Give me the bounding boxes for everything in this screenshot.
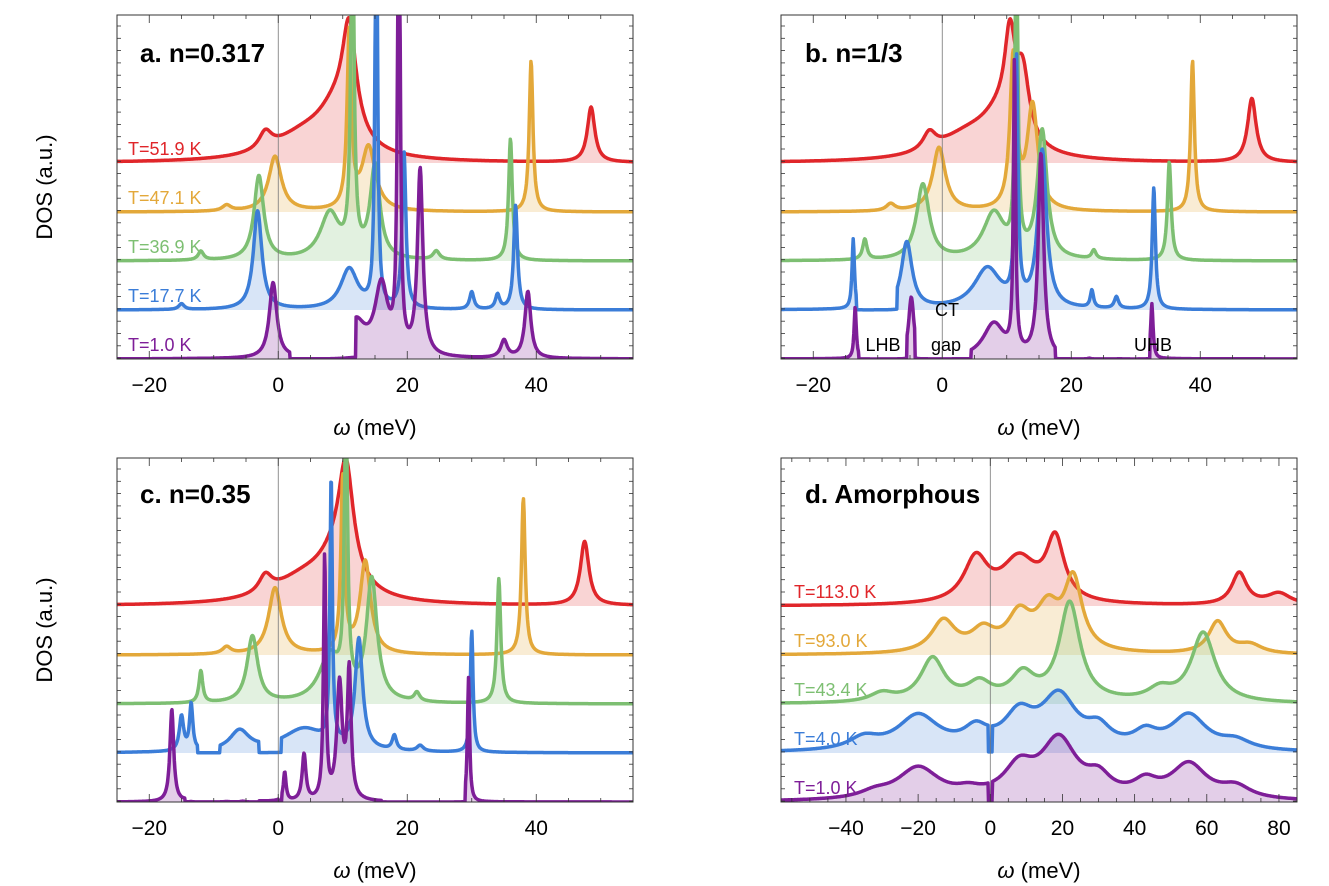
x-axis-label: ω (meV) [997, 858, 1080, 883]
plot-area [781, 15, 1297, 359]
x-tick-label: 40 [1189, 374, 1212, 397]
series-line-0 [781, 17, 1297, 164]
series-label: T=36.9 K [128, 237, 202, 257]
series-line-2 [117, 458, 633, 706]
series-fill-2 [117, 458, 633, 704]
series-line-4 [117, 15, 633, 359]
panel-c: −20 0 20 40 ω (meV) DOS (a.u.) c. n=0.35 [32, 457, 634, 883]
annotation: CT [935, 300, 959, 320]
x-tick-label: 40 [1123, 817, 1146, 840]
x-tick-label: −20 [795, 374, 831, 397]
series-line-0 [117, 458, 633, 607]
x-tick-label: 80 [1267, 817, 1290, 840]
x-tick-label: −20 [131, 374, 167, 397]
x-tick-label: −40 [828, 817, 864, 840]
x-tick-label: −20 [900, 817, 936, 840]
series-line-1 [117, 471, 633, 657]
x-tick-label: 20 [396, 374, 419, 397]
annotation: gap [931, 335, 961, 355]
series-fill-4 [781, 734, 1297, 802]
panel-title: b. n=1/3 [805, 38, 903, 68]
series-label: T=4.0 K [794, 729, 858, 749]
series-label: T=93.0 K [794, 631, 868, 651]
series-line-1 [781, 570, 1297, 657]
plot-area [781, 530, 1297, 802]
plot-area [117, 15, 633, 359]
x-tick-label: 0 [936, 374, 948, 397]
series-line-3 [781, 688, 1297, 754]
y-axis-label: DOS (a.u.) [32, 134, 57, 239]
panel-a: −20 0 20 40 ω (meV) DOS (a.u.) a. n=0.317 T=51.… [32, 14, 634, 440]
x-tick-label: 0 [984, 817, 996, 840]
series-line-2 [781, 599, 1297, 705]
series-fill-0 [781, 532, 1297, 606]
x-tick-label: 40 [525, 374, 548, 397]
panel-b: −20 0 20 40 ω (meV) b. n=1/3 CT gap LHB UHB [780, 14, 1298, 440]
series-line-3 [117, 480, 633, 755]
annotation: UHB [1134, 335, 1172, 355]
series-line-0 [781, 530, 1297, 608]
series-label: T=113.0 K [794, 582, 876, 602]
y-axis-label: DOS (a.u.) [32, 577, 57, 682]
series-line-3 [117, 15, 633, 312]
series-fill-1 [781, 571, 1297, 655]
series-fill-0 [117, 458, 633, 606]
x-tick-label: 20 [396, 817, 419, 840]
x-axis-label: ω (meV) [333, 415, 416, 440]
x-tick-label: 0 [272, 374, 284, 397]
panel-d: −40 −20 0 20 40 60 80 ω (meV) d. Amorphous T=113.… [780, 457, 1298, 883]
x-axis-label: ω (meV) [333, 858, 416, 883]
series-label: T=17.7 K [128, 286, 202, 306]
x-tick-label: 40 [525, 817, 548, 840]
panel-title: d. Amorphous [805, 479, 980, 509]
panel-title: a. n=0.317 [140, 38, 265, 68]
plot-frame [780, 457, 1298, 803]
x-tick-label: 60 [1195, 817, 1218, 840]
x-tick-label: −20 [131, 817, 167, 840]
series-label: T=51.9 K [128, 139, 202, 159]
series-label: T=43.4 K [794, 680, 868, 700]
series-label: T=1.0 K [794, 778, 858, 798]
series-label: T=47.1 K [128, 188, 202, 208]
x-tick-label: 20 [1051, 817, 1074, 840]
x-tick-label: 20 [1060, 374, 1083, 397]
series-fill-3 [781, 690, 1297, 753]
series-label: T=1.0 K [128, 335, 192, 355]
annotation: LHB [865, 335, 900, 355]
panel-title: c. n=0.35 [140, 479, 251, 509]
series-line-4 [781, 732, 1297, 802]
x-axis-label: ω (meV) [997, 415, 1080, 440]
x-tick-label: 0 [272, 817, 284, 840]
